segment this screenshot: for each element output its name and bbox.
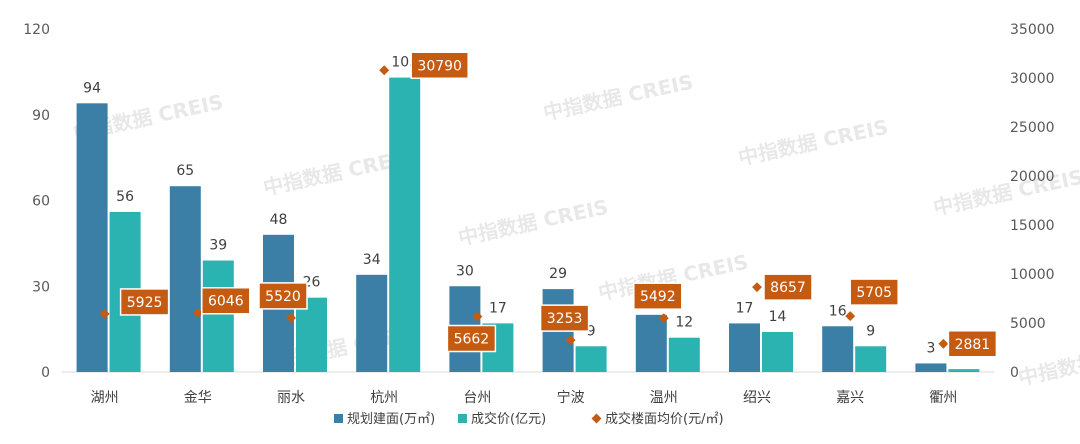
bar-transaction-value-label: 9 [866, 323, 875, 339]
price-marker [752, 282, 762, 293]
price-label: 5705 [856, 285, 892, 301]
bar-planned-area-label: 3 [926, 340, 935, 356]
left-tick-label: 0 [41, 365, 50, 381]
price-label: 5492 [640, 289, 676, 305]
category-label: 金华 [184, 390, 212, 406]
price-label-box [119, 288, 170, 316]
price-marker [192, 307, 203, 318]
bar-planned-area [822, 326, 854, 372]
left-tick-label: 60 [32, 194, 50, 210]
bar-transaction-value [389, 77, 421, 372]
bar-planned-area-label: 94 [83, 80, 101, 96]
price-label: 5662 [454, 332, 490, 348]
price-label: 2881 [955, 337, 991, 353]
right-tick-label: 15000 [1010, 218, 1055, 234]
price-marker [472, 311, 483, 322]
price-label: 5520 [265, 289, 301, 305]
legend-swatch [334, 414, 343, 423]
left-tick-label: 90 [32, 108, 50, 124]
right-tick-label: 20000 [1010, 169, 1055, 185]
bar-planned-area-label: 30 [456, 263, 474, 279]
bar-transaction-value [575, 346, 607, 372]
price-label: 30790 [417, 58, 462, 74]
legend-label: 成交楼面均价(元/㎡) [605, 411, 724, 427]
category-label: 衢州 [929, 389, 957, 406]
price-label-box [258, 282, 308, 310]
bar-planned-area [169, 186, 201, 372]
price-marker [286, 312, 296, 323]
legend-label: 规划建面(万㎡) [347, 412, 435, 427]
price-label: 6046 [208, 294, 244, 310]
bar-transaction-value-label: 39 [209, 238, 227, 254]
right-tick-label: 0 [1010, 365, 1019, 381]
category-label: 湖州 [91, 390, 119, 406]
watermark-text: 中指数据 CREIS [456, 195, 610, 250]
bar-transaction-value [948, 369, 980, 372]
watermark-text: 中指数据 CREIS [931, 165, 1080, 220]
category-label: 温州 [650, 390, 678, 406]
category-label: 丽水 [277, 390, 305, 406]
bar-transaction-value [296, 297, 327, 372]
bar-planned-area [76, 103, 108, 373]
legend: 规划建面(万㎡) 成交价(亿元) 成交楼面均价(元/㎡) [334, 411, 724, 427]
bar-planned-area [915, 363, 947, 372]
right-tick-label: 30000 [1010, 71, 1055, 87]
legend-swatch [458, 414, 467, 423]
right-tick-label: 10000 [1010, 267, 1055, 283]
bar-transaction-value [668, 337, 700, 372]
right-tick-label: 25000 [1010, 120, 1055, 136]
right-tick-label: 35000 [1010, 22, 1055, 38]
legend-label: 成交价(亿元) [471, 411, 546, 427]
bar-transaction-value-label: 17 [489, 300, 507, 316]
category-label: 绍兴 [743, 390, 771, 406]
price-label-box [849, 278, 899, 306]
price-markers: 5925 6046 5520 30790 5662 3253 5492 8657 5705 288… [99, 51, 998, 358]
price-label-box [446, 324, 497, 353]
price-label: 5925 [127, 295, 163, 311]
right-tick-label: 5000 [1010, 316, 1046, 332]
price-label-box [539, 304, 590, 332]
bar-planned-area [356, 274, 388, 372]
bar-planned-area-label: 34 [363, 252, 381, 268]
left-tick-label: 120 [23, 22, 50, 38]
category-label: 杭州 [370, 390, 398, 406]
price-label: 8657 [770, 280, 806, 296]
bar-transaction-value-label: 56 [116, 189, 134, 205]
right-axis: 0 5000 10000 15000 20000 25000 30000 35000 [1010, 22, 1055, 381]
bar-transaction-value [202, 260, 234, 372]
bar-transaction-value [855, 346, 887, 372]
price-label-box [201, 286, 251, 315]
bar-planned-area-label: 65 [176, 163, 194, 179]
category-label: 台州 [463, 390, 491, 406]
price-marker [379, 65, 390, 76]
price-marker [565, 335, 576, 346]
watermark-text: 中指数据 CREIS [1016, 335, 1080, 390]
left-tick-label: 30 [32, 279, 50, 295]
bar-planned-area-label: 48 [270, 212, 288, 228]
category-labels: 湖州 金华 丽水 杭州 台州 宁波 温州 绍兴 嘉兴 衢州 [91, 389, 958, 406]
price-marker [938, 338, 949, 349]
bar-transaction-value-label: 9 [587, 323, 596, 339]
bar-transaction-value-label: 12 [675, 315, 693, 331]
category-label: 嘉兴 [836, 390, 864, 406]
price-label: 3253 [547, 311, 583, 327]
bar-planned-area [635, 314, 667, 372]
bar-transaction-value [762, 331, 793, 372]
bar-planned-area-label: 29 [549, 266, 567, 282]
bar-transaction-value-label: 14 [769, 309, 787, 325]
watermark-text: 中指数据 CREIS [736, 115, 890, 170]
price-label-box [410, 51, 469, 80]
price-marker [658, 313, 669, 324]
bar-planned-area-label: 17 [736, 300, 754, 316]
category-label: 宁波 [557, 389, 585, 406]
price-label-box [947, 330, 998, 358]
watermark-text: 中指数据 CREIS [541, 70, 695, 125]
bar-planned-area [729, 323, 760, 372]
legend-swatch [591, 413, 602, 424]
price-marker [845, 311, 856, 322]
bar-planned-area-label: 16 [829, 303, 847, 319]
price-label-box [633, 282, 683, 310]
price-label-box [763, 273, 813, 301]
